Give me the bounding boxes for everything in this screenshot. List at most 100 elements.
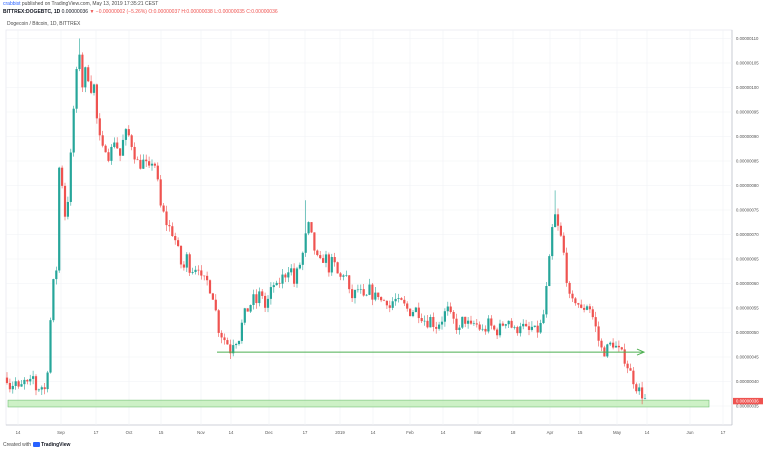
candle-body: [290, 268, 293, 273]
candle-body: [556, 214, 560, 226]
candle-body: [148, 161, 151, 166]
y-tick-label: 0.00000045: [736, 355, 759, 360]
candle-body: [304, 233, 307, 253]
plot-frame: [5, 29, 733, 426]
candle-body: [577, 303, 580, 305]
candle-body: [185, 254, 188, 268]
candle-body: [345, 275, 348, 276]
candle-body: [475, 323, 478, 325]
brand-name[interactable]: TradingView: [41, 442, 71, 448]
candle-body: [162, 205, 165, 212]
x-tick-label: 17: [721, 430, 726, 435]
candle-body: [101, 135, 104, 146]
candle-body: [406, 303, 409, 309]
candle-body: [588, 306, 591, 310]
candle-body: [353, 290, 357, 299]
candle-body: [84, 67, 87, 88]
candle-body: [200, 270, 203, 276]
x-tick-label: 15: [159, 430, 164, 435]
candle-body: [49, 320, 52, 373]
candle-body: [394, 298, 397, 302]
y-tick-label: 0.00000040: [736, 379, 759, 384]
candle-body: [333, 257, 336, 263]
candle-body: [409, 308, 412, 317]
candle-body: [81, 54, 84, 88]
x-tick-label: 18: [511, 430, 516, 435]
candle-body: [469, 320, 473, 324]
candle-body: [269, 287, 272, 299]
candle-body: [519, 326, 522, 334]
candle-body: [472, 323, 475, 324]
candle-body: [287, 272, 290, 278]
candle-body: [293, 268, 296, 284]
candle-body: [606, 344, 609, 357]
candle-body: [411, 312, 415, 317]
x-tick-label: Feb: [406, 430, 414, 435]
candle-body: [281, 274, 284, 284]
candle-body: [542, 314, 545, 323]
candle-body: [559, 225, 562, 236]
candle-body: [594, 317, 597, 327]
candle-body: [568, 282, 571, 294]
author-link[interactable]: crabbist: [3, 1, 21, 7]
candle-body: [330, 257, 333, 273]
support-zone: [7, 399, 710, 408]
candle-body: [426, 320, 429, 328]
x-tick-label: 14: [229, 430, 234, 435]
candle-body: [539, 322, 542, 333]
candle-body: [55, 270, 58, 280]
y-tick-label: 0.00000070: [736, 232, 759, 237]
candle-body: [188, 254, 191, 273]
candle-body: [420, 318, 423, 322]
candle-body: [324, 254, 328, 263]
candle-body: [145, 159, 148, 162]
candle-body: [362, 289, 365, 296]
candle-body: [133, 146, 136, 160]
x-tick-label: 14: [645, 430, 650, 435]
candle-body: [223, 337, 226, 341]
candle-body: [298, 264, 301, 269]
candle-body: [240, 322, 243, 341]
candle-body: [104, 145, 107, 153]
candle-body: [11, 385, 14, 390]
candle-body: [551, 227, 554, 257]
support-arrow-icon: [636, 348, 646, 356]
x-tick-label: Apr: [547, 430, 554, 435]
y-tick-label: 0.00000095: [736, 110, 759, 115]
candle-body: [612, 342, 615, 348]
y-tick-label: 0.00000065: [736, 257, 759, 262]
candle-body: [377, 292, 380, 298]
candle-body: [75, 69, 78, 109]
candle-body: [498, 323, 502, 336]
candle-body: [127, 129, 130, 136]
candle-body: [249, 305, 252, 312]
candle-body: [620, 347, 623, 350]
candle-body: [258, 291, 261, 304]
candle-body: [525, 323, 528, 327]
candle-body: [235, 344, 238, 346]
candle-body: [617, 345, 620, 348]
candle-body: [504, 324, 507, 326]
candle-body: [121, 139, 125, 156]
candle-body: [382, 300, 386, 301]
candle-body: [583, 307, 586, 310]
candle-body: [34, 376, 38, 391]
candle-body: [507, 320, 510, 325]
candle-body: [455, 318, 458, 331]
candle-body: [174, 236, 177, 241]
candle-body: [609, 342, 612, 345]
candle-body: [432, 316, 435, 327]
candle-body: [513, 326, 516, 328]
candle-body: [29, 378, 32, 382]
candle-body: [365, 294, 368, 296]
candle-body: [150, 163, 154, 166]
candle-body: [464, 316, 467, 324]
candle-body: [635, 384, 638, 392]
candle-body: [565, 252, 568, 283]
candle-body: [197, 269, 200, 271]
candle-body: [136, 159, 139, 161]
price-axis: 0.00000035 0.00000040 0.00000045 0.00000050…: [733, 36, 763, 409]
candle-body: [217, 310, 220, 333]
candle-body: [66, 201, 69, 217]
